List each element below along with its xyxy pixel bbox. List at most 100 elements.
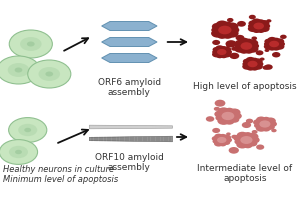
Polygon shape xyxy=(102,21,157,30)
Circle shape xyxy=(215,115,225,121)
Circle shape xyxy=(274,43,285,50)
Circle shape xyxy=(261,23,270,29)
Circle shape xyxy=(236,35,244,41)
Circle shape xyxy=(214,107,220,111)
Circle shape xyxy=(257,19,265,24)
Circle shape xyxy=(215,45,224,51)
Circle shape xyxy=(222,51,232,57)
Circle shape xyxy=(251,36,257,40)
Circle shape xyxy=(0,140,38,164)
Circle shape xyxy=(265,49,270,52)
Circle shape xyxy=(218,26,232,34)
Circle shape xyxy=(226,22,238,31)
Circle shape xyxy=(271,129,277,132)
Circle shape xyxy=(256,125,267,132)
Circle shape xyxy=(262,65,269,70)
Circle shape xyxy=(237,40,255,52)
Circle shape xyxy=(237,134,256,146)
Circle shape xyxy=(14,67,22,73)
Circle shape xyxy=(222,47,231,53)
Circle shape xyxy=(219,142,227,146)
Circle shape xyxy=(226,44,231,47)
Circle shape xyxy=(222,32,233,39)
Circle shape xyxy=(223,140,230,145)
Circle shape xyxy=(249,43,259,49)
Circle shape xyxy=(256,118,274,130)
Circle shape xyxy=(212,40,220,45)
Polygon shape xyxy=(89,125,172,129)
Circle shape xyxy=(212,128,220,133)
Circle shape xyxy=(252,130,257,134)
Circle shape xyxy=(218,110,238,122)
Circle shape xyxy=(280,35,287,39)
Circle shape xyxy=(211,29,224,38)
Circle shape xyxy=(248,61,257,67)
Circle shape xyxy=(217,117,230,125)
Circle shape xyxy=(264,39,273,44)
Circle shape xyxy=(222,134,231,140)
Circle shape xyxy=(250,21,267,31)
Circle shape xyxy=(8,63,29,77)
Circle shape xyxy=(255,61,263,67)
Circle shape xyxy=(246,119,253,123)
Circle shape xyxy=(239,48,249,54)
Circle shape xyxy=(38,67,60,81)
Circle shape xyxy=(214,23,235,37)
Circle shape xyxy=(243,59,252,64)
Circle shape xyxy=(221,112,234,120)
Circle shape xyxy=(225,29,239,38)
Circle shape xyxy=(231,113,242,119)
Circle shape xyxy=(256,116,266,123)
Circle shape xyxy=(245,39,253,44)
Circle shape xyxy=(0,56,40,84)
Circle shape xyxy=(20,37,42,51)
Circle shape xyxy=(212,136,220,141)
Circle shape xyxy=(264,64,273,70)
Circle shape xyxy=(241,42,252,50)
Circle shape xyxy=(253,63,263,70)
Circle shape xyxy=(221,46,227,50)
Circle shape xyxy=(227,18,233,22)
Circle shape xyxy=(262,117,270,122)
Circle shape xyxy=(252,18,261,25)
Circle shape xyxy=(248,25,258,32)
Circle shape xyxy=(233,135,244,142)
Circle shape xyxy=(251,66,258,71)
Circle shape xyxy=(266,39,282,49)
Circle shape xyxy=(262,126,270,132)
Circle shape xyxy=(45,71,53,77)
Circle shape xyxy=(247,45,258,53)
Circle shape xyxy=(234,139,243,145)
Circle shape xyxy=(228,108,241,116)
Circle shape xyxy=(234,43,243,49)
Circle shape xyxy=(249,137,260,143)
Circle shape xyxy=(257,28,265,33)
Text: ORF10 amyloid
assembly: ORF10 amyloid assembly xyxy=(95,153,164,172)
Circle shape xyxy=(247,66,254,71)
Circle shape xyxy=(268,121,277,127)
Circle shape xyxy=(212,51,221,57)
Circle shape xyxy=(264,42,271,46)
Circle shape xyxy=(225,108,234,113)
Circle shape xyxy=(242,122,251,128)
Circle shape xyxy=(217,32,227,39)
Circle shape xyxy=(235,40,245,46)
Circle shape xyxy=(245,59,260,69)
Circle shape xyxy=(242,62,249,66)
Circle shape xyxy=(28,60,71,88)
Circle shape xyxy=(277,41,285,47)
Circle shape xyxy=(228,26,239,34)
Circle shape xyxy=(242,63,252,70)
Circle shape xyxy=(265,117,276,124)
Circle shape xyxy=(247,133,258,140)
Circle shape xyxy=(218,107,230,115)
Polygon shape xyxy=(102,53,157,62)
Text: Intermediate level of
apoptosis: Intermediate level of apoptosis xyxy=(197,164,292,183)
Circle shape xyxy=(211,27,221,33)
Circle shape xyxy=(214,141,223,147)
Circle shape xyxy=(216,20,228,29)
Circle shape xyxy=(231,47,237,51)
Circle shape xyxy=(247,39,258,47)
Circle shape xyxy=(229,147,239,154)
Circle shape xyxy=(269,41,279,47)
